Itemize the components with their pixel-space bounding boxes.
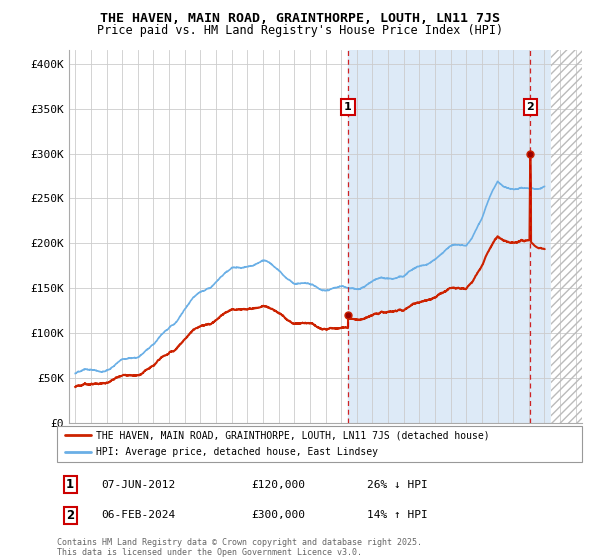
Text: 06-FEB-2024: 06-FEB-2024: [101, 511, 176, 520]
Bar: [551, 50, 582, 423]
FancyBboxPatch shape: [57, 426, 582, 462]
Text: 2: 2: [66, 509, 74, 522]
Text: THE HAVEN, MAIN ROAD, GRAINTHORPE, LOUTH, LN11 7JS (detached house): THE HAVEN, MAIN ROAD, GRAINTHORPE, LOUTH…: [97, 431, 490, 440]
Text: 07-JUN-2012: 07-JUN-2012: [101, 479, 176, 489]
Text: HPI: Average price, detached house, East Lindsey: HPI: Average price, detached house, East…: [97, 447, 379, 457]
Text: £300,000: £300,000: [251, 511, 305, 520]
Bar: [348, 50, 551, 423]
Text: THE HAVEN, MAIN ROAD, GRAINTHORPE, LOUTH, LN11 7JS: THE HAVEN, MAIN ROAD, GRAINTHORPE, LOUTH…: [100, 12, 500, 25]
Text: Contains HM Land Registry data © Crown copyright and database right 2025.
This d: Contains HM Land Registry data © Crown c…: [57, 538, 422, 557]
Text: 1: 1: [344, 102, 352, 112]
Bar: [551, 50, 582, 423]
Text: 2: 2: [526, 102, 534, 112]
Text: 14% ↑ HPI: 14% ↑ HPI: [367, 511, 427, 520]
Text: 1: 1: [66, 478, 74, 491]
Text: Price paid vs. HM Land Registry's House Price Index (HPI): Price paid vs. HM Land Registry's House …: [97, 24, 503, 36]
Text: 26% ↓ HPI: 26% ↓ HPI: [367, 479, 427, 489]
Text: £120,000: £120,000: [251, 479, 305, 489]
